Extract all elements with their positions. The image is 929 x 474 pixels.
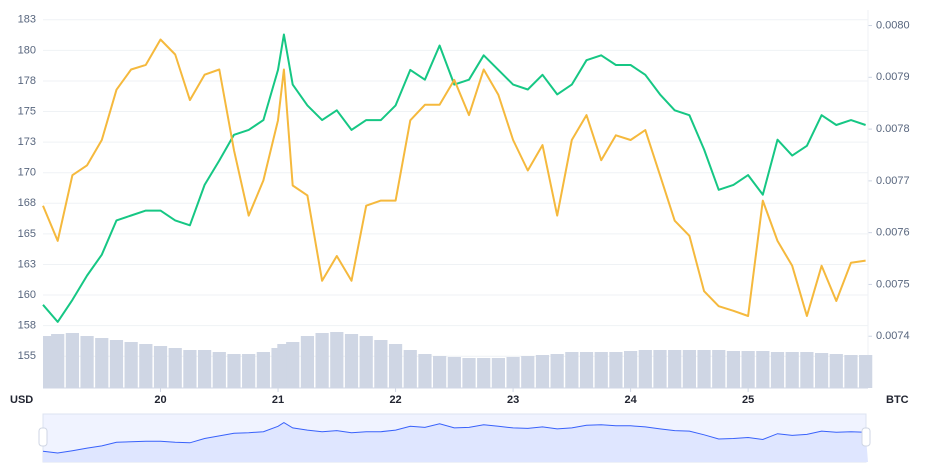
volume-bar [95,338,109,388]
volume-bar [80,336,94,388]
x-tick-label: 25 [742,394,754,406]
x-tick-label: 20 [154,394,166,406]
volume-bar [506,357,520,388]
volume-bar [139,344,153,388]
navigator-area [43,422,868,462]
volume-bar [183,350,197,388]
x-tick-label: 24 [624,394,637,406]
volume-bar [785,352,799,388]
volume-bar [65,333,79,388]
y-tick-label: 180 [18,44,36,56]
y2-tick-label: 0.0077 [876,175,910,187]
y-tick-label: 155 [18,350,36,362]
volume-bar [756,351,770,388]
volume-bar [712,350,726,388]
volume-bar [153,346,168,388]
volume-bar [741,351,755,388]
volume-bar [550,354,564,388]
navigator-line [42,422,866,454]
volume-bar [51,334,65,388]
y-tick-label: 165 [18,228,36,240]
price-line [42,33,866,323]
y-tick-label: 163 [18,258,36,270]
volume-bar [623,351,638,388]
volume-bar [491,358,506,388]
volume-bar [256,352,270,388]
volume-bar [477,358,491,388]
y-tick-label: 175 [18,105,36,117]
volume-bar [844,355,858,388]
y2-tick-label: 0.0074 [876,330,910,342]
x-tick-label: 23 [507,394,519,406]
volume-bar [859,355,873,388]
volume-bar [315,333,329,388]
y2-tick-label: 0.0076 [876,227,910,239]
navigator-handle[interactable] [38,427,48,447]
volume-bar [682,350,696,388]
y-tick-label: 173 [18,136,36,148]
x-tick-label: 21 [272,394,284,406]
volume-bar [800,352,814,388]
volume-bar [668,350,682,388]
volume-bar [286,342,300,388]
y-tick-label: 178 [18,75,36,87]
volume-bar [447,357,461,388]
volume-bar [212,352,226,388]
volume-bar [168,348,182,388]
volume-bar [227,354,241,388]
volume-bar [697,350,711,388]
y-tick-label: 158 [18,320,36,332]
volume-bar [109,340,124,388]
volume-bar [242,354,256,388]
y2-axis-label: BTC [886,394,909,406]
volume-bar [814,353,829,388]
price-line [42,38,866,317]
volume-bar [300,336,315,388]
y-tick-label: 160 [18,289,36,301]
volume-bar [653,350,667,388]
volume-bar [594,352,608,388]
volume-bar [388,344,403,388]
volume-bar [359,336,373,388]
volume-bar [403,350,417,388]
volume-bar [344,334,359,388]
navigator-handle[interactable] [861,427,871,447]
volume-bar [418,354,432,388]
y-tick-label: 168 [18,197,36,209]
volume-bar [609,352,623,388]
volume-bar [433,356,447,388]
volume-bar [726,351,741,388]
y2-tick-label: 0.0075 [876,278,910,290]
y-tick-label: 170 [18,167,36,179]
volume-bar [374,340,388,388]
x-tick-label: 22 [389,394,401,406]
volume-bar [462,358,476,388]
volume-bar [638,350,652,388]
volume-bar [535,355,550,388]
y-axis-label: USD [10,394,33,406]
volume-bar [770,352,785,388]
volume-bar [521,356,535,388]
y-tick-label: 183 [18,14,36,26]
volume-bar [197,350,212,388]
y2-tick-label: 0.0079 [876,71,910,83]
volume-bar [565,352,579,388]
volume-bar [829,354,843,388]
y2-tick-label: 0.0080 [876,19,910,31]
volume-bar [124,342,138,388]
y2-tick-label: 0.0078 [876,123,910,135]
volume-bar [579,352,594,388]
volume-bar [330,332,344,388]
